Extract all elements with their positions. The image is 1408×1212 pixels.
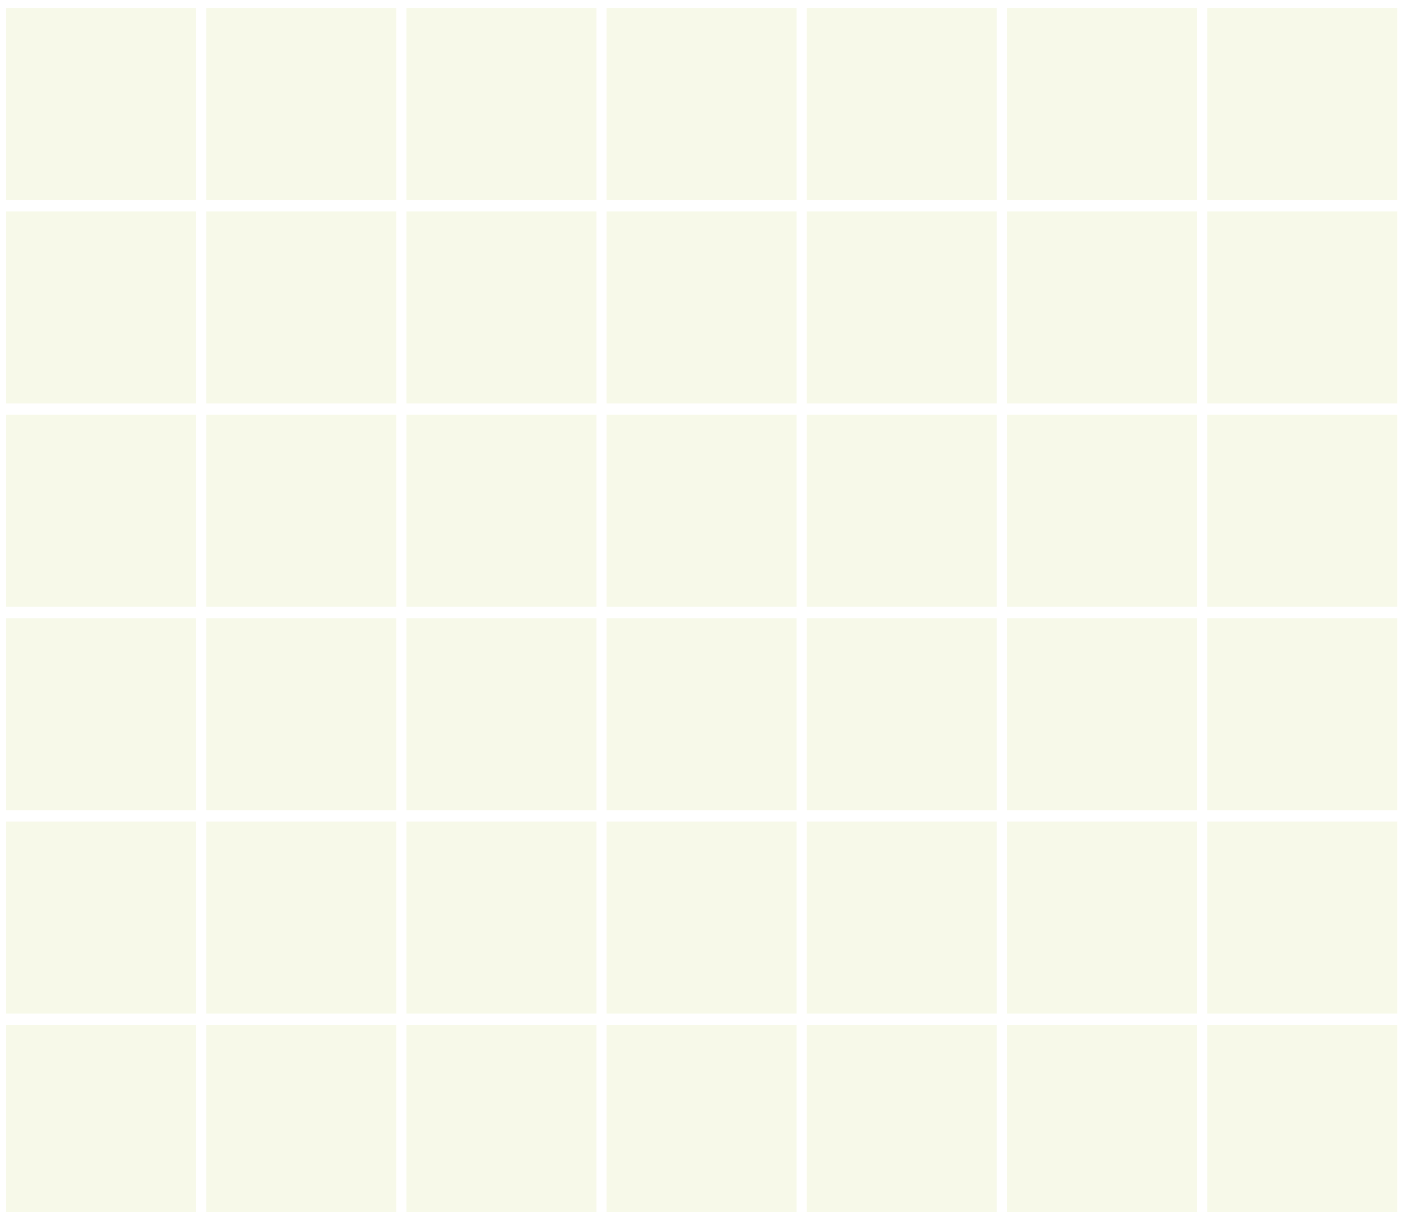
- day-cell[interactable]: [406, 211, 597, 404]
- day-cell[interactable]: [606, 414, 797, 607]
- day-cell[interactable]: [1207, 8, 1398, 200]
- day-cell[interactable]: [206, 1025, 397, 1212]
- day-cell[interactable]: [806, 8, 997, 200]
- day-cell[interactable]: [6, 618, 196, 811]
- day-cell[interactable]: [606, 1025, 797, 1212]
- day-cell[interactable]: [1207, 211, 1398, 404]
- day-cell[interactable]: [406, 821, 597, 1014]
- day-cell[interactable]: [406, 8, 597, 200]
- day-cell[interactable]: [1207, 1025, 1398, 1212]
- day-cell[interactable]: [1007, 8, 1197, 200]
- day-cell[interactable]: [1007, 1025, 1197, 1212]
- day-cell[interactable]: [206, 8, 397, 200]
- day-cell[interactable]: [1007, 618, 1197, 811]
- day-cell[interactable]: [1007, 821, 1197, 1014]
- day-cell[interactable]: [406, 618, 597, 811]
- day-cell[interactable]: [1207, 618, 1398, 811]
- day-cell[interactable]: [806, 618, 997, 811]
- day-cell[interactable]: [806, 821, 997, 1014]
- day-cell[interactable]: [806, 414, 997, 607]
- day-cell[interactable]: [606, 211, 797, 404]
- day-cell[interactable]: [6, 414, 196, 607]
- day-cell[interactable]: [6, 8, 196, 200]
- day-cell[interactable]: [606, 8, 797, 200]
- day-cell[interactable]: [606, 618, 797, 811]
- day-cell[interactable]: [406, 1025, 597, 1212]
- day-cell[interactable]: [6, 1025, 196, 1212]
- day-cell[interactable]: [206, 211, 397, 404]
- day-cell[interactable]: [806, 1025, 997, 1212]
- day-cell[interactable]: [6, 821, 196, 1014]
- day-cell[interactable]: [806, 211, 997, 404]
- day-cell[interactable]: [406, 414, 597, 607]
- day-cell[interactable]: [206, 618, 397, 811]
- day-cell[interactable]: [6, 211, 196, 404]
- day-cell[interactable]: [606, 821, 797, 1014]
- day-cell[interactable]: [1007, 211, 1197, 404]
- day-cell[interactable]: [1007, 414, 1197, 607]
- day-cell[interactable]: [206, 414, 397, 607]
- day-cell[interactable]: [1207, 414, 1398, 607]
- day-cell[interactable]: [1207, 821, 1398, 1014]
- day-cell[interactable]: [206, 821, 397, 1014]
